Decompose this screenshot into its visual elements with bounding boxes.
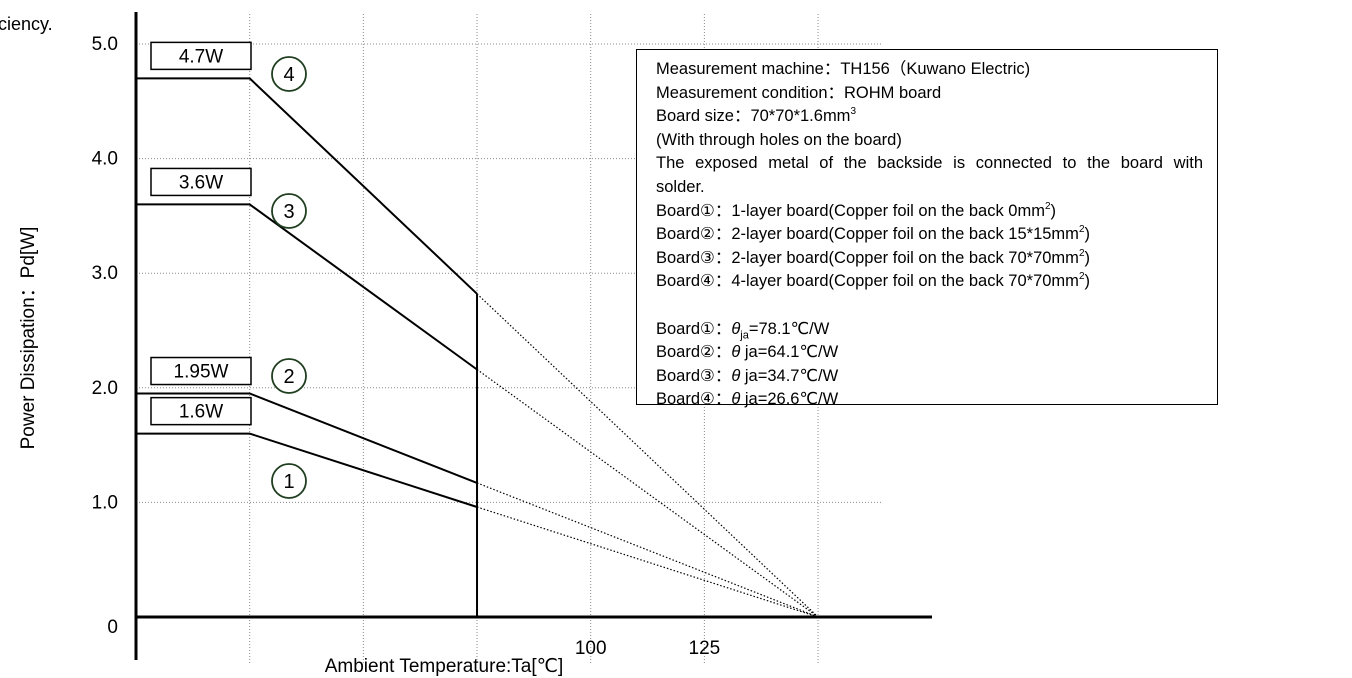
power-label-4: 4.7W (179, 46, 223, 67)
info-theta-3-value: ja=34.7℃/W (744, 366, 839, 385)
power-label-box-3 (150, 167, 252, 197)
y-tick-label: 3.0 (92, 263, 118, 284)
info-board-4-sup: 2 (1078, 271, 1085, 283)
y-tick-label: 2.0 (92, 378, 118, 399)
info-theta-2: Board②：θ ja=64.1℃/W (656, 341, 1203, 365)
info-board-1: Board①：1-layer board(Copper foil on the … (656, 200, 1203, 224)
series-annotations: 1.6W 1 1.95W 2 3.6W 3 4.7W 4 (150, 41, 307, 499)
theta-symbol: θ (731, 366, 741, 385)
info-board-4-text: Board④：4-layer board(Copper foil on the … (656, 272, 1079, 291)
caption-fragment: ciency. (0, 14, 53, 34)
info-board-3-text: Board③：2-layer board(Copper foil on the … (656, 248, 1079, 267)
info-board-size: Board size：70*70*1.6mm3 (656, 105, 1203, 129)
info-board-1-sup: 2 (1044, 200, 1051, 212)
info-theta-3: Board③：θ ja=34.7℃/W (656, 365, 1203, 389)
info-board-2-text: Board②：2-layer board(Copper foil on the … (656, 225, 1079, 244)
info-exposed-metal: The exposed metal of the backside is con… (656, 154, 1203, 173)
y-tick-label: 5.0 (92, 34, 118, 55)
series-marker-1: 1 (283, 471, 294, 493)
info-theta-2-prefix: Board②： (656, 343, 732, 362)
power-label-2: 1.95W (174, 362, 229, 383)
info-condition: Measurement condition：ROHM board (656, 83, 942, 102)
extrapolation-line-2 (476, 482, 819, 618)
y-tick-label: 4.0 (92, 149, 118, 170)
extrapolation-line-4 (476, 293, 819, 618)
series-line-2 (136, 392, 478, 484)
series-marker-circle-2 (271, 358, 307, 394)
info-board-size-text: Board size：70*70*1.6mm (656, 107, 851, 126)
axes (134, 12, 932, 660)
info-theta-3-prefix: Board③： (656, 366, 732, 385)
info-board-size-sup: 3 (850, 106, 856, 118)
series-line-3 (136, 203, 478, 371)
power-label-1: 1.6W (179, 402, 223, 423)
series-marker-circle-3 (271, 193, 307, 229)
info-holes: (With through holes on the board) (656, 130, 902, 149)
info-theta-4-value: ja=26.6℃/W (744, 390, 839, 409)
info-theta-1-sub: ja (740, 328, 749, 341)
x-tick-label: 100 (575, 638, 607, 659)
series-marker-circle-4 (271, 56, 307, 92)
tick-labels: 0 1.0 2.0 3.0 4.0 5.0 100 125 (92, 34, 721, 659)
x-axis-title: Ambient Temperature:Ta[℃] (325, 656, 564, 677)
measurement-info-box: Measurement machine：TH156（Kuwano Electri… (636, 49, 1218, 408)
info-theta-2-value: ja=64.1℃/W (744, 343, 839, 362)
series-line-4 (136, 77, 478, 295)
power-label-3: 3.6W (179, 172, 223, 193)
series-lines (136, 77, 478, 508)
info-theta-4-prefix: Board④： (656, 390, 732, 409)
info-board-3: Board③：2-layer board(Copper foil on the … (656, 247, 1203, 271)
info-board-4-close: ) (1084, 272, 1091, 291)
series-marker-4: 4 (283, 64, 294, 86)
info-board-1-close: ) (1050, 201, 1057, 220)
info-board-3-close: ) (1084, 248, 1091, 267)
info-board-2-sup: 2 (1078, 224, 1085, 236)
y-axis-title: Power Dissipation：Pd[W] (18, 227, 39, 450)
info-spacer (656, 294, 1203, 318)
series-marker-3: 3 (283, 201, 294, 223)
extrapolation-line-3 (476, 368, 819, 618)
power-label-box-2 (150, 356, 252, 386)
info-theta-4: Board④：θ ja=26.6℃/W (656, 388, 1203, 412)
theta-symbol: θ (731, 319, 741, 338)
info-theta-1: Board①：θja=78.1℃/W (656, 318, 1203, 342)
info-board-3-sup: 2 (1078, 247, 1085, 259)
info-board-2-close: ) (1084, 225, 1091, 244)
info-exposed-metal-tail: solder. (656, 177, 705, 196)
info-board-2: Board②：2-layer board(Copper foil on the … (656, 223, 1203, 247)
info-board-1-text: Board①：1-layer board(Copper foil on the … (656, 201, 1045, 220)
theta-symbol: θ (731, 390, 741, 409)
extrapolation-lines (476, 293, 819, 618)
info-machine: Measurement machine：TH156（Kuwano Electri… (656, 60, 1031, 78)
info-theta-1-value: =78.1℃/W (748, 319, 830, 338)
y-tick-label: 1.0 (92, 492, 118, 513)
power-label-box-4 (150, 41, 252, 71)
series-line-1 (136, 432, 478, 508)
power-label-box-1 (150, 396, 252, 426)
info-theta-1-prefix: Board①： (656, 319, 732, 338)
x-tick-label: 125 (689, 638, 721, 659)
y-tick-label: 0 (107, 617, 118, 638)
series-marker-circle-1 (271, 463, 307, 499)
extrapolation-line-1 (476, 506, 819, 618)
series-marker-2: 2 (283, 366, 294, 388)
info-board-4: Board④：4-layer board(Copper foil on the … (656, 270, 1203, 294)
theta-symbol: θ (731, 343, 741, 362)
